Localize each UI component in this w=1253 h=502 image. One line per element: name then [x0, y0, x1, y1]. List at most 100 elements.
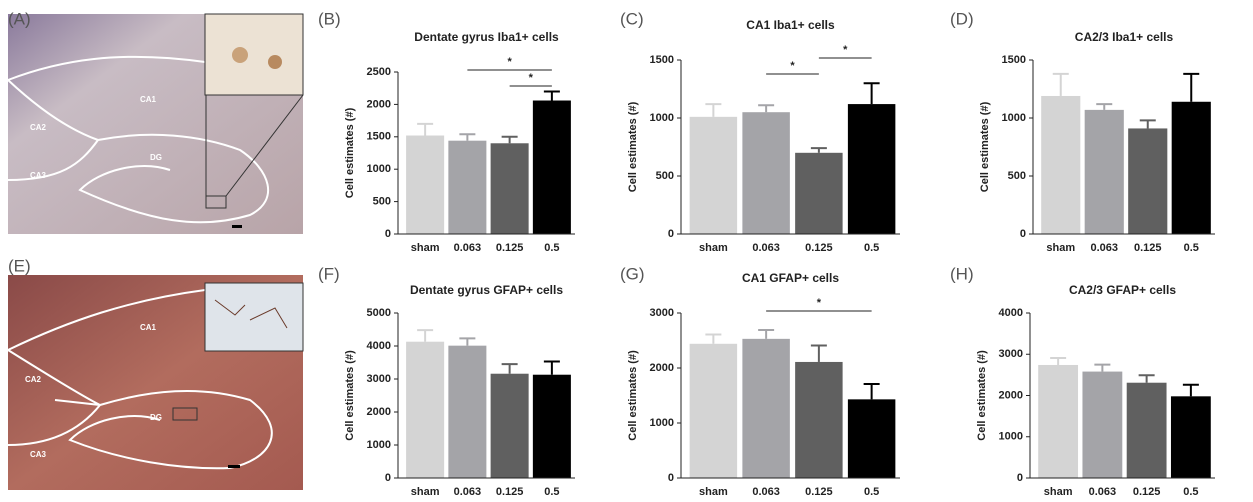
bar: [1041, 95, 1081, 235]
y-tick-label: 500: [656, 170, 674, 182]
region-label: CA1: [140, 323, 157, 332]
x-tick-label: 0.5: [864, 486, 879, 498]
panel-label: (D): [950, 9, 974, 28]
y-tick-label: 3000: [367, 373, 391, 385]
region-label: CA2: [30, 123, 47, 132]
bar: [742, 112, 790, 234]
panel-label: (C): [620, 9, 644, 28]
significance-mark: *: [507, 56, 512, 68]
y-tick-label: 1000: [1002, 112, 1026, 124]
bar: [689, 116, 738, 234]
bar: [689, 343, 738, 478]
region-label: CA1: [140, 95, 157, 104]
chart-title: Dentate gyrus Iba1+ cells: [414, 30, 559, 44]
y-tick-label: 2000: [650, 362, 674, 374]
chart-title: CA2/3 GFAP+ cells: [1069, 283, 1176, 297]
x-tick-label: 0.125: [1134, 242, 1162, 254]
y-tick-label: 1000: [650, 112, 674, 124]
region-label: CA3: [30, 171, 47, 180]
x-tick-label: 0.125: [496, 486, 524, 498]
y-tick-label: 0: [385, 472, 391, 484]
x-tick-label: sham: [411, 242, 440, 254]
bar: [1038, 364, 1079, 478]
region-label: CA2: [25, 375, 42, 384]
y-tick-label: 0: [1020, 228, 1026, 240]
y-axis-label: Cell estimates (#): [976, 350, 988, 441]
x-tick-label: sham: [1046, 242, 1075, 254]
y-tick-label: 3000: [999, 348, 1023, 360]
bar: [847, 104, 896, 234]
y-tick-label: 0: [385, 228, 391, 240]
bar: [795, 361, 843, 478]
significance-mark: *: [790, 60, 795, 72]
micrograph-e: [7, 275, 304, 490]
panel-label: (G): [620, 264, 645, 283]
y-tick-label: 500: [1008, 170, 1026, 182]
y-tick-label: 1000: [367, 163, 391, 175]
x-tick-label: 0.5: [1183, 486, 1198, 498]
x-tick-label: 0.063: [752, 486, 780, 498]
panel-label: (H): [950, 264, 974, 283]
y-tick-label: 1500: [1002, 54, 1026, 66]
bar: [1170, 396, 1211, 478]
region-label: DG: [150, 153, 162, 162]
x-tick-label: 0.125: [805, 242, 833, 254]
y-tick-label: 0: [668, 472, 674, 484]
bar: [1084, 109, 1124, 234]
micrograph-a: [7, 13, 304, 234]
bar: [532, 374, 571, 478]
bar: [406, 341, 445, 478]
bar: [490, 143, 529, 234]
bar: [847, 399, 896, 478]
y-tick-label: 2000: [367, 406, 391, 418]
panel-label: (B): [318, 9, 341, 28]
chart-title: Dentate gyrus GFAP+ cells: [410, 283, 563, 297]
y-axis-label: Cell estimates (#): [627, 101, 639, 192]
region-label: CA3: [30, 450, 47, 459]
x-tick-label: 0.063: [454, 486, 482, 498]
region-label: DG: [150, 413, 162, 422]
chart-title: CA2/3 Iba1+ cells: [1075, 30, 1174, 44]
x-tick-label: 0.063: [454, 242, 482, 254]
y-axis-label: Cell estimates (#): [627, 350, 639, 441]
chart-title: CA1 Iba1+ cells: [746, 18, 835, 32]
y-tick-label: 2000: [999, 389, 1023, 401]
x-tick-label: 0.125: [1133, 486, 1161, 498]
bar: [742, 338, 790, 478]
x-tick-label: 0.125: [496, 242, 524, 254]
x-tick-label: sham: [699, 486, 728, 498]
bar: [795, 152, 843, 234]
significance-mark: *: [529, 72, 534, 84]
x-tick-label: 0.5: [544, 486, 559, 498]
y-tick-label: 500: [373, 196, 391, 208]
bar: [1126, 382, 1167, 478]
y-tick-label: 1000: [367, 439, 391, 451]
y-tick-label: 4000: [999, 307, 1023, 319]
bar: [448, 140, 487, 234]
x-tick-label: 0.5: [864, 242, 879, 254]
bar: [448, 345, 487, 478]
x-tick-label: 0.063: [1090, 242, 1118, 254]
y-tick-label: 1000: [650, 417, 674, 429]
y-tick-label: 4000: [367, 340, 391, 352]
significance-mark: *: [817, 297, 822, 309]
x-tick-label: 0.125: [805, 486, 833, 498]
y-tick-label: 1500: [367, 131, 391, 143]
y-tick-label: 5000: [367, 307, 391, 319]
bar: [490, 373, 529, 478]
x-tick-label: sham: [411, 486, 440, 498]
bar: [406, 135, 445, 234]
y-tick-label: 0: [668, 228, 674, 240]
y-axis-label: Cell estimates (#): [979, 101, 991, 192]
bar: [1171, 101, 1211, 234]
x-tick-label: 0.5: [1184, 242, 1199, 254]
x-tick-label: 0.063: [1089, 486, 1117, 498]
significance-mark: *: [843, 44, 848, 56]
bar: [1128, 128, 1168, 234]
x-tick-label: sham: [699, 242, 728, 254]
y-axis-label: Cell estimates (#): [344, 107, 356, 198]
chart-title: CA1 GFAP+ cells: [742, 271, 839, 285]
panel-label: (E): [8, 256, 31, 275]
panel-label: (F): [318, 264, 340, 283]
